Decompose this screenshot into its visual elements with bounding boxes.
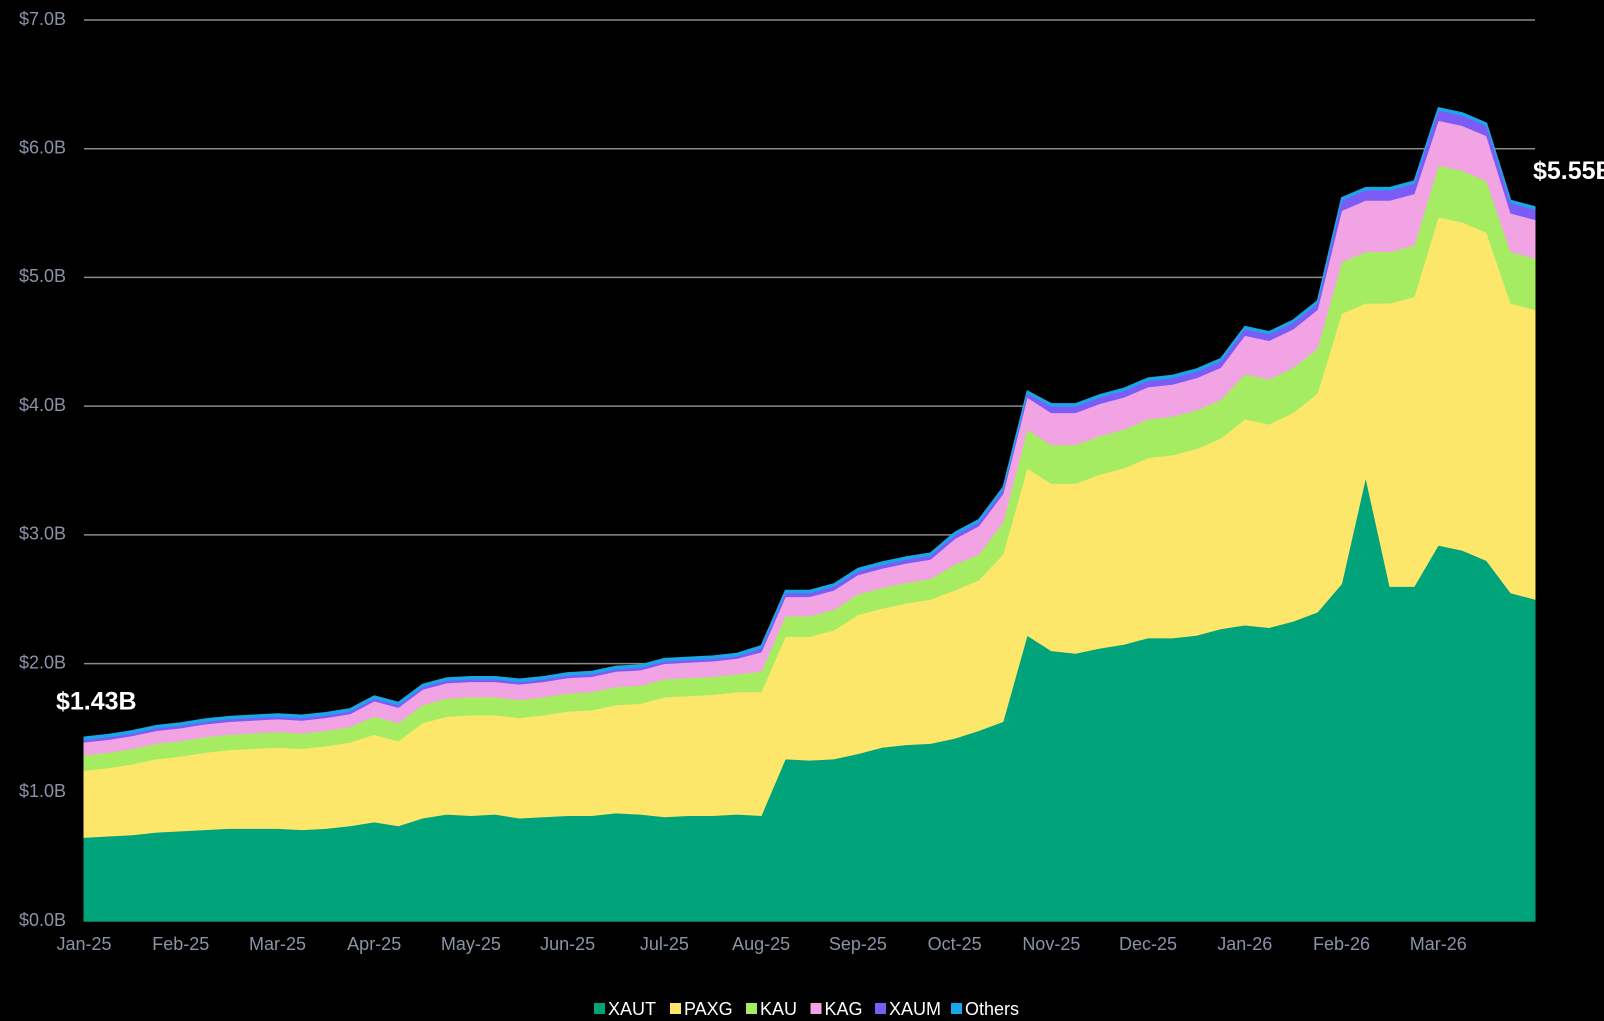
x-tick-label: Mar-25: [249, 934, 306, 954]
legend-swatch: [810, 1003, 822, 1014]
y-tick-label: $5.0B: [19, 266, 66, 286]
y-tick-label: $3.0B: [19, 524, 66, 544]
y-tick-label: $2.0B: [19, 652, 66, 672]
legend-label: XAUM: [889, 999, 941, 1019]
x-tick-label: Feb-25: [152, 934, 209, 954]
legend-label: PAXG: [684, 999, 733, 1019]
legend-swatch: [594, 1003, 605, 1014]
x-tick-label: Apr-25: [347, 934, 401, 954]
x-tick-label: Jan-26: [1217, 934, 1272, 954]
legend-label: KAU: [760, 999, 797, 1019]
x-tick-label: Aug-25: [732, 934, 790, 954]
x-tick-label: Jul-25: [640, 934, 689, 954]
legend-swatch: [951, 1003, 962, 1014]
y-tick-label: $0.0B: [19, 910, 66, 930]
y-tick-label: $7.0B: [19, 9, 66, 29]
legend-label: XAUT: [608, 999, 656, 1019]
x-tick-label: Jun-25: [540, 934, 595, 954]
y-tick-label: $4.0B: [19, 395, 66, 415]
annotation: $1.43B: [56, 688, 137, 716]
legend-swatch: [875, 1003, 886, 1014]
x-tick-label: Oct-25: [928, 934, 982, 954]
annotation: $5.55B: [1533, 157, 1604, 185]
x-tick-label: Mar-26: [1410, 934, 1467, 954]
legend-label: KAG: [825, 999, 863, 1019]
x-tick-label: Sep-25: [829, 934, 887, 954]
x-tick-label: Feb-26: [1313, 934, 1370, 954]
legend-label: Others: [965, 999, 1019, 1019]
area: [83, 106, 1536, 741]
legend-swatch: [670, 1003, 681, 1014]
x-tick-label: Dec-25: [1119, 934, 1177, 954]
x-tick-label: Jan-25: [56, 934, 111, 954]
x-tick-label: Nov-25: [1022, 934, 1080, 954]
legend-swatch: [746, 1003, 757, 1014]
y-tick-label: $1.0B: [19, 781, 66, 801]
y-tick-label: $6.0B: [19, 137, 66, 157]
x-tick-label: May-25: [441, 934, 501, 954]
